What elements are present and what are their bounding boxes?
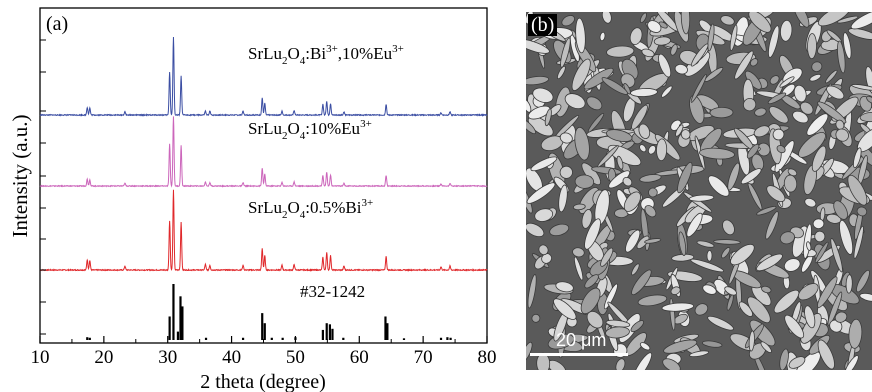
- axis-ticks: 10 20 30 40 50 60 70 80: [31, 39, 497, 368]
- xrd-series-line: [39, 189, 488, 272]
- series-label-pink: SrLu2O4:10%Eu3+: [248, 118, 372, 142]
- panel-a-label: (a): [46, 13, 68, 35]
- y-axis-label: Intensity (a.u.): [8, 114, 32, 237]
- plot-content: [39, 37, 488, 340]
- xrd-series-line: [39, 116, 488, 188]
- scale-bar: [530, 353, 628, 356]
- x-tick-label: 80: [478, 347, 497, 368]
- sem-image: (b) 20 μm: [526, 12, 872, 370]
- reference-label: #32-1242: [300, 282, 365, 301]
- x-tick-label: 40: [222, 347, 241, 368]
- x-tick-label: 20: [94, 347, 113, 368]
- x-tick-label: 50: [286, 347, 305, 368]
- x-tick-label: 70: [414, 347, 433, 368]
- x-tick-label: 60: [350, 347, 369, 368]
- series-label-blue: SrLu2O4:Bi3+,10%Eu3+: [248, 43, 404, 67]
- x-axis-label: 2 theta (degree): [200, 371, 325, 392]
- sem-micrograph: [526, 12, 872, 370]
- x-tick-label: 30: [158, 347, 177, 368]
- series-label-red: SrLu2O4:0.5%Bi3+: [248, 197, 373, 221]
- xrd-series-line: [39, 37, 488, 117]
- x-tick-label: 10: [31, 347, 50, 368]
- panel-b-label: (b): [528, 14, 558, 36]
- scale-bar-label: 20 μm: [556, 330, 607, 350]
